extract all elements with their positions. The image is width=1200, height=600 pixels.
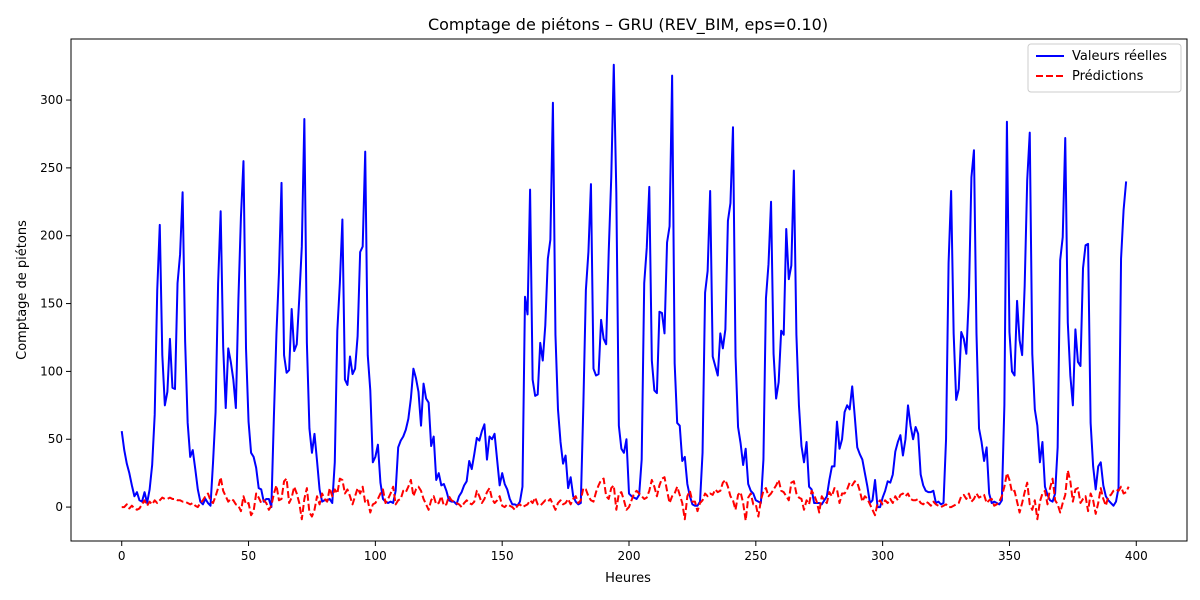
x-tick-label: 200 <box>618 549 641 563</box>
legend-label-actual: Valeurs réelles <box>1072 49 1167 64</box>
x-tick-label: 0 <box>118 549 126 563</box>
y-tick-label: 250 <box>40 161 63 175</box>
x-tick-label: 250 <box>744 549 767 563</box>
x-tick-label: 300 <box>871 549 894 563</box>
x-tick-label: 50 <box>241 549 256 563</box>
y-axis: 0 50 100 150 200 250 300 <box>40 93 71 514</box>
x-tick-label: 400 <box>1125 549 1148 563</box>
legend: Valeurs réelles Prédictions <box>1027 43 1182 93</box>
chart-title: Comptage de piétons – GRU (REV_BIM, eps=… <box>428 15 828 35</box>
y-tick-label: 300 <box>40 93 63 107</box>
y-tick-label: 200 <box>40 229 63 243</box>
actual-values-line <box>120 63 1128 509</box>
x-tick-label: 150 <box>491 549 514 563</box>
y-tick-label: 100 <box>40 364 63 378</box>
x-tick-label: 350 <box>998 549 1021 563</box>
predictions-line <box>121 469 1130 522</box>
x-tick-label: 100 <box>364 549 387 563</box>
y-tick-label: 50 <box>48 432 63 446</box>
legend-label-predictions: Prédictions <box>1072 69 1144 84</box>
x-axis: 0 50 100 150 200 250 300 350 400 <box>118 541 1148 563</box>
series-layer <box>120 63 1130 522</box>
y-axis-label: Comptage de piétons <box>15 220 30 360</box>
y-tick-label: 0 <box>55 500 63 514</box>
legend-box <box>1027 43 1182 93</box>
x-axis-label: Heures <box>605 571 651 586</box>
y-tick-label: 150 <box>40 297 63 311</box>
